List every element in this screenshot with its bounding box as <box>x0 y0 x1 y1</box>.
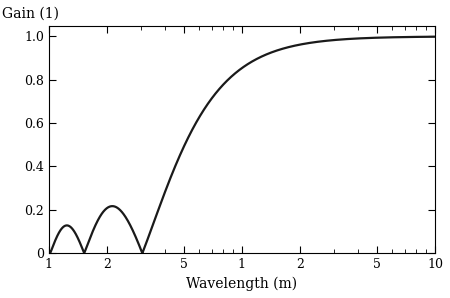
X-axis label: Wavelength (m): Wavelength (m) <box>186 277 297 291</box>
Text: Gain (1): Gain (1) <box>2 7 59 21</box>
